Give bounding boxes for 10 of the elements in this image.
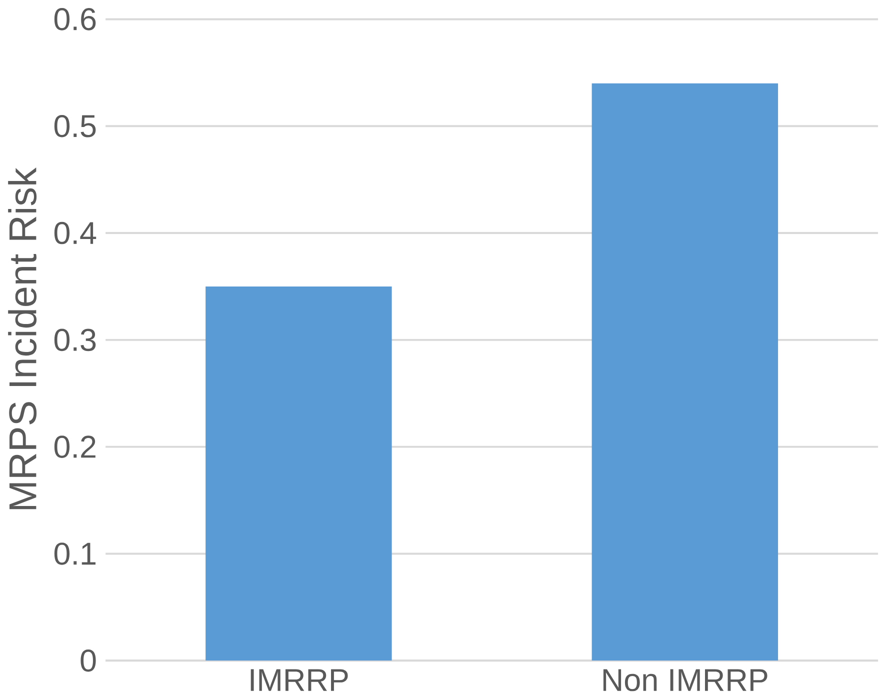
y-tick-label: 0.1 xyxy=(54,542,96,565)
y-tick-label: 0.3 xyxy=(54,328,96,351)
y-tick-label: 0.4 xyxy=(54,222,96,244)
y-tick-label: 0.6 xyxy=(54,8,96,30)
y-tick-label: 0.5 xyxy=(54,114,96,138)
y-tick-label: 0.2 xyxy=(54,436,96,458)
x-tick-label: Non IMRRP xyxy=(603,669,768,692)
x-tick-label: IMRRP xyxy=(250,669,348,691)
y-tick-label: 0 xyxy=(80,649,96,672)
y-axis-title: MRPS Incident Risk xyxy=(8,167,37,510)
